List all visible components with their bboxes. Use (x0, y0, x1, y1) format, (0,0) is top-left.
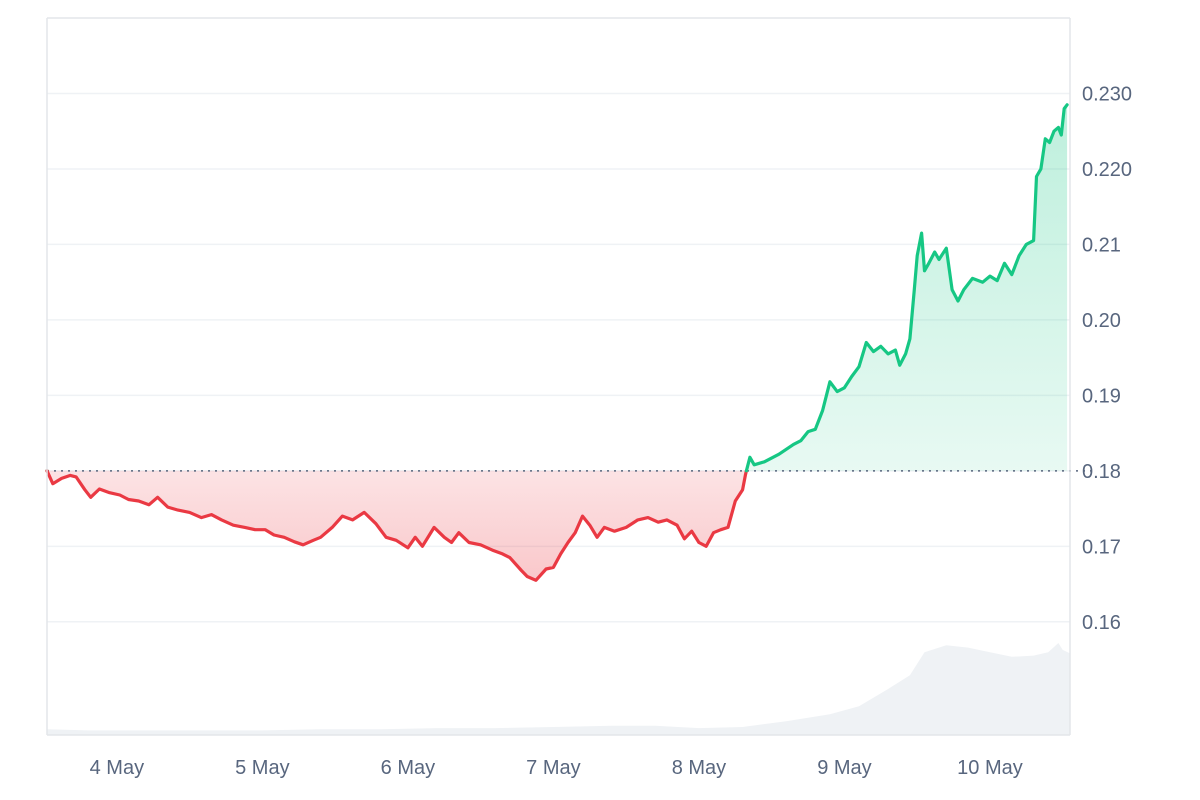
y-tick-label: 0.17 (1082, 536, 1121, 558)
y-tick-label: 0.20 (1082, 310, 1121, 332)
y-tick-label: 0.18 (1082, 461, 1121, 483)
y-tick-label: 0.16 (1082, 612, 1121, 634)
y-tick-label: 0.230 (1082, 83, 1132, 105)
x-tick-label: 7 May (526, 757, 580, 779)
volume-area (47, 643, 1070, 735)
volume-area-shape (47, 643, 1070, 735)
down-fill-area (47, 470, 747, 581)
x-tick-label: 5 May (235, 757, 289, 779)
x-tick-label: 9 May (817, 757, 871, 779)
price-fill-areas (47, 104, 1068, 581)
plot-frame (46, 17, 1071, 736)
x-tick-label: 4 May (90, 757, 144, 779)
x-tick-label: 8 May (672, 757, 726, 779)
y-tick-label: 0.19 (1082, 385, 1121, 407)
price-line-down (45, 469, 748, 582)
price-line-up (744, 103, 1069, 473)
x-tick-label: 6 May (381, 757, 435, 779)
x-tick-label: 10 May (957, 757, 1023, 779)
up-fill-area (746, 104, 1068, 471)
y-tick-label: 0.220 (1082, 159, 1132, 181)
y-axis-ticks: 0.16 0.17 0.18 0.19 0.20 0.21 0.220 0.230 (1082, 83, 1132, 633)
x-axis-ticks: 4 May 5 May 6 May 7 May 8 May 9 May 10 May (90, 757, 1023, 779)
y-tick-label: 0.21 (1082, 234, 1121, 256)
